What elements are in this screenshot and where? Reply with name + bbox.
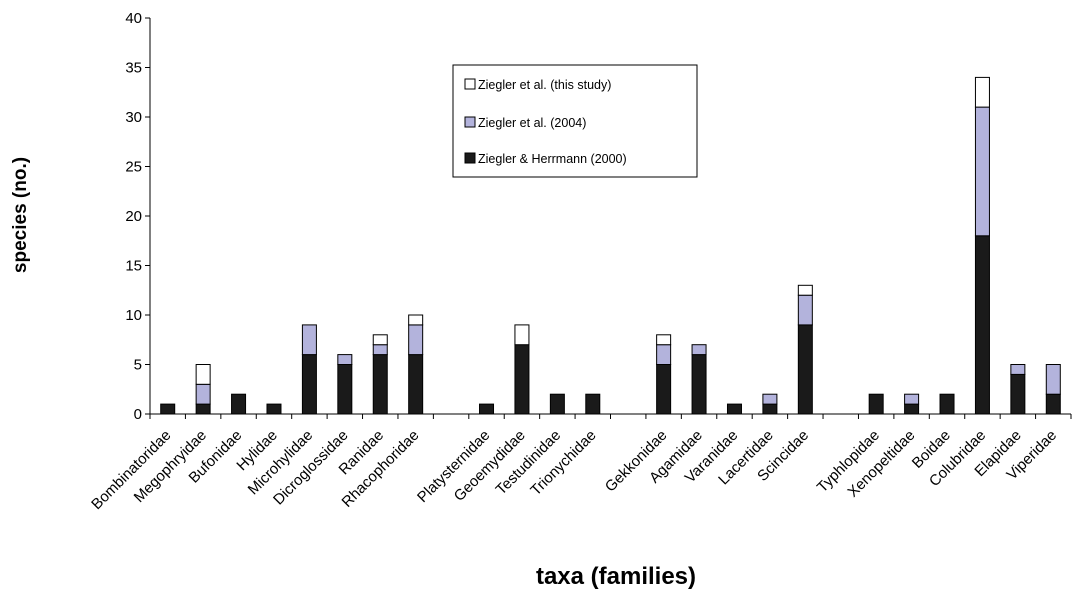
bar-segment bbox=[195, 383, 211, 405]
legend-box bbox=[452, 64, 698, 178]
bar-segment bbox=[974, 235, 990, 415]
bar-segment bbox=[1045, 393, 1061, 415]
y-tick-label: 40 bbox=[125, 10, 142, 27]
y-tick-label: 0 bbox=[134, 406, 142, 423]
legend-label-2004: Ziegler et al. (2004) bbox=[478, 116, 586, 130]
bar-segment bbox=[762, 403, 778, 415]
bar-segment bbox=[585, 393, 601, 415]
bar-segment bbox=[266, 403, 282, 415]
legend-swatch-2004 bbox=[464, 116, 476, 128]
bar-segment bbox=[797, 284, 813, 296]
bar-segment bbox=[301, 324, 317, 356]
legend-label-this-study: Ziegler et al. (this study) bbox=[478, 78, 611, 92]
bar-segment bbox=[797, 324, 813, 415]
legend-label-2000: Ziegler & Herrmann (2000) bbox=[478, 152, 627, 166]
bar-segment bbox=[337, 364, 353, 415]
legend-item-this-study: Ziegler et al. (this study) bbox=[464, 78, 611, 92]
bar-segment bbox=[160, 403, 176, 415]
bar-segment bbox=[974, 76, 990, 108]
y-tick-label: 25 bbox=[125, 159, 142, 176]
bar-segment bbox=[1010, 373, 1026, 415]
bar-segment bbox=[656, 334, 672, 346]
bar-segment bbox=[762, 393, 778, 405]
bar-segment bbox=[1045, 364, 1061, 395]
bar-segment bbox=[479, 403, 495, 415]
y-tick-label: 15 bbox=[125, 258, 142, 275]
bar-segment bbox=[939, 393, 955, 415]
y-axis-title: species (no.) bbox=[10, 157, 31, 273]
y-tick-label: 5 bbox=[134, 357, 142, 374]
bar-segment bbox=[656, 344, 672, 366]
bar-segment bbox=[195, 403, 211, 415]
bar-segment bbox=[408, 354, 424, 415]
bar-segment bbox=[1010, 364, 1026, 375]
bar-segment bbox=[797, 294, 813, 326]
y-tick-label: 10 bbox=[125, 307, 142, 324]
legend-item-2000: Ziegler & Herrmann (2000) bbox=[464, 152, 627, 166]
bar-segment bbox=[726, 403, 742, 415]
y-tick-label: 35 bbox=[125, 60, 142, 77]
bar-segment bbox=[691, 344, 707, 356]
bar-segment bbox=[549, 393, 565, 415]
legend-item-2004: Ziegler et al. (2004) bbox=[464, 116, 586, 130]
bar-segment bbox=[514, 324, 530, 346]
legend-swatch-2000 bbox=[464, 152, 476, 164]
bar-segment bbox=[691, 354, 707, 415]
bar-segment bbox=[974, 106, 990, 237]
bar-segment bbox=[868, 393, 884, 415]
bar-segment bbox=[372, 334, 388, 346]
bar-segment bbox=[904, 393, 920, 405]
bar-segment bbox=[231, 393, 247, 415]
bar-segment bbox=[408, 314, 424, 326]
bar-segment bbox=[195, 364, 211, 385]
bar-segment bbox=[904, 403, 920, 415]
bar-segment bbox=[372, 354, 388, 415]
legend-swatch-this-study bbox=[464, 78, 476, 90]
y-tick-label: 20 bbox=[125, 208, 142, 225]
x-axis-title: taxa (families) bbox=[536, 563, 696, 590]
bar-segment bbox=[301, 354, 317, 415]
legend: Ziegler et al. (this study) Ziegler et a… bbox=[452, 64, 698, 178]
bar-segment bbox=[372, 344, 388, 356]
bar-segment bbox=[514, 344, 530, 415]
bar-segment bbox=[337, 354, 353, 366]
bar-segment bbox=[656, 364, 672, 415]
bar-segment bbox=[408, 324, 424, 356]
y-tick-label: 30 bbox=[125, 109, 142, 126]
